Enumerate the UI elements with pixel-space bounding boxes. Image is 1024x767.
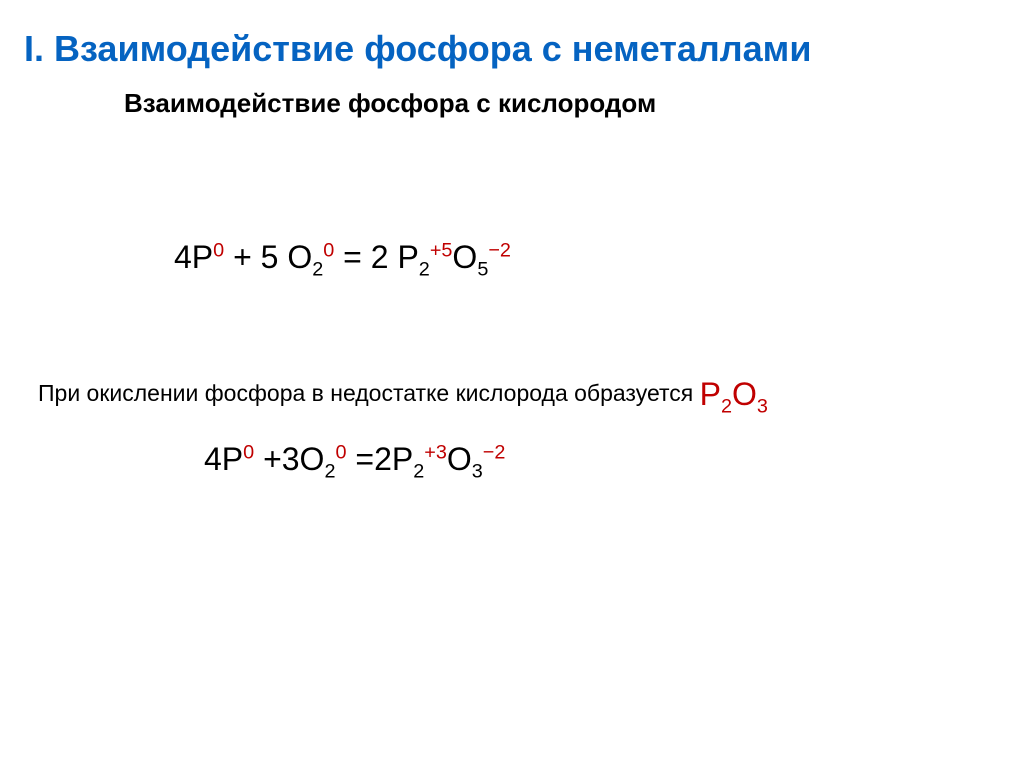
desc-formula: P2O3: [700, 376, 768, 412]
eq2-el2: O: [300, 441, 325, 477]
eq2-plus: +: [254, 441, 282, 477]
eq1-sub3a: 2: [419, 258, 430, 280]
eq1-space2: [278, 239, 287, 275]
eq1-coef1: 4: [174, 239, 192, 275]
eq2-sub3a: 2: [413, 460, 424, 482]
eq2-el3b: O: [447, 441, 472, 477]
eq1-el2: O: [287, 239, 312, 275]
eq1-sup3b: −2: [488, 239, 511, 261]
eq1-sup3a: +5: [430, 239, 453, 261]
eq1-sub3b: 5: [477, 258, 488, 280]
eq2-eq: =: [347, 441, 375, 477]
eq2-sup1: 0: [243, 441, 254, 463]
eq1-coef3: 2: [371, 239, 389, 275]
description-line: При окислении фосфора в недостатке кисло…: [38, 376, 1000, 413]
desc-f-el2: O: [732, 376, 757, 412]
eq1-el1: P: [192, 239, 213, 275]
desc-f-el1: P: [700, 376, 721, 412]
eq1-el3a: P: [397, 239, 418, 275]
eq2-coef1: 4: [204, 441, 222, 477]
eq2-sup2: 0: [335, 441, 346, 463]
desc-f-sub2: 3: [757, 395, 768, 417]
slide-container: I. Взаимодействие фосфора с неметаллами …: [0, 0, 1024, 767]
eq1-sub2: 2: [312, 258, 323, 280]
desc-text: При окислении фосфора в недостатке кисло…: [38, 380, 700, 406]
eq2-sub3b: 3: [472, 460, 483, 482]
slide-title: I. Взаимодействие фосфора с неметаллами: [24, 28, 1000, 70]
eq2-el3a: P: [392, 441, 413, 477]
eq2-coef3: 2: [374, 441, 392, 477]
eq1-sup2: 0: [323, 239, 334, 261]
eq2-sub2: 2: [324, 460, 335, 482]
eq1-plus: +: [224, 239, 260, 275]
eq1-eq: =: [334, 239, 370, 275]
eq1-sup1: 0: [213, 239, 224, 261]
eq2-el1: P: [222, 441, 243, 477]
eq2-coef2: 3: [282, 441, 300, 477]
eq1-el3b: O: [452, 239, 477, 275]
equation-2: 4P0 +3O20 =2P2+3O3−2: [204, 441, 1000, 478]
eq2-sup3a: +3: [424, 441, 447, 463]
desc-f-sub1: 2: [721, 395, 732, 417]
eq2-sup3b: −2: [483, 441, 506, 463]
slide-subtitle: Взаимодействие фосфора с кислородом: [124, 88, 1000, 119]
equation-1: 4P0 + 5 O20 = 2 P2+5O5−2: [174, 239, 1000, 276]
eq1-coef2: 5: [261, 239, 279, 275]
